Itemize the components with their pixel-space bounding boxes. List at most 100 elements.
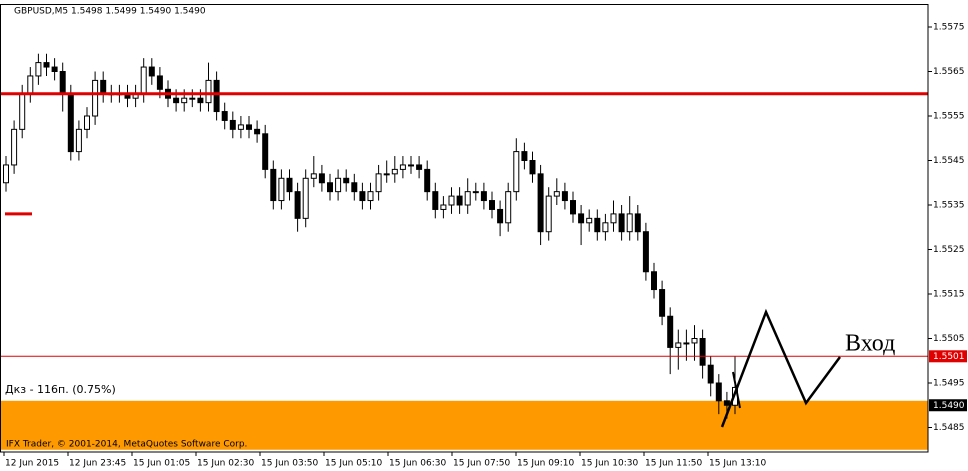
annotation: Вход <box>845 331 895 357</box>
candle-body <box>335 177 342 193</box>
candle-body <box>148 66 155 77</box>
candle-body <box>424 168 431 193</box>
candle-body <box>610 213 617 224</box>
candle-body <box>545 195 552 233</box>
candle-body <box>35 62 42 77</box>
note: Дкз - 116п. (0.75%) <box>5 383 116 396</box>
candle-body <box>472 191 479 194</box>
candle-body <box>67 93 74 153</box>
candle-body <box>213 79 220 113</box>
candle-body <box>92 79 99 117</box>
y-tick-label: 1.5525 <box>933 245 965 255</box>
candle-body <box>594 217 601 233</box>
candle-body <box>302 177 309 219</box>
candle-body <box>27 75 34 95</box>
candle-body <box>497 208 504 224</box>
candle-body <box>100 79 107 95</box>
candle-body <box>489 200 495 210</box>
candle-body <box>723 400 730 406</box>
candle-body <box>707 364 714 384</box>
y-tick-label: 1.5555 <box>933 112 965 122</box>
y-tick-label: 1.5545 <box>933 156 965 166</box>
x-tick-label: 15 Jun 05:10 <box>325 459 382 469</box>
candle-body <box>416 164 423 170</box>
candle-body <box>343 177 350 184</box>
candle-body <box>675 342 682 348</box>
y-tick-label: 1.5505 <box>933 334 965 344</box>
candle-body <box>529 160 536 175</box>
candle-body <box>464 191 471 206</box>
x-tick-label: 15 Jun 10:30 <box>581 459 638 469</box>
candle-body <box>480 191 487 202</box>
candle-body <box>432 191 439 210</box>
candle-body <box>513 151 520 193</box>
candle-body <box>691 338 698 344</box>
copyright: IFX Trader, © 2001-2014, MetaQuotes Soft… <box>6 440 247 450</box>
candle-body <box>270 168 277 202</box>
candle-body <box>578 213 585 224</box>
candle-body <box>408 164 414 167</box>
entry-stroke <box>732 371 741 409</box>
candle-body <box>197 97 204 104</box>
candle-body <box>181 97 188 104</box>
candle-body <box>699 338 706 366</box>
y-tick-label: 1.5485 <box>933 423 965 433</box>
candle-body <box>456 195 463 206</box>
candle-body <box>440 204 447 210</box>
price-label: 1.5501 <box>933 352 965 362</box>
candle-body <box>505 191 512 224</box>
price-label: 1.5490 <box>933 401 965 411</box>
candle-body <box>448 195 455 206</box>
x-tick-label: 12 Jun 23:45 <box>69 459 126 469</box>
candle-body <box>667 315 674 348</box>
x-tick-label: 12 Jun 2015 <box>5 459 59 469</box>
candle-body <box>11 128 18 166</box>
x-tick-label: 15 Jun 13:10 <box>709 459 766 469</box>
candle-body <box>367 191 374 202</box>
x-tick-label: 15 Jun 02:30 <box>197 459 254 469</box>
candle-body <box>43 62 50 68</box>
candle-body <box>286 177 293 193</box>
candle-body <box>351 182 358 193</box>
x-tick-label: 15 Jun 11:50 <box>645 459 702 469</box>
entry-zigzag <box>720 308 842 428</box>
candle-body <box>359 191 366 202</box>
candle-body <box>327 182 333 193</box>
candle-body <box>19 93 26 130</box>
candle-body <box>205 79 212 104</box>
candle-body <box>246 124 252 130</box>
candle-body <box>683 342 690 345</box>
candle-body <box>626 213 633 233</box>
x-tick-label: 15 Jun 07:50 <box>453 459 510 469</box>
candle-body <box>237 124 244 130</box>
candle-body <box>602 222 609 233</box>
candle-body <box>537 173 544 233</box>
candle-body <box>715 382 722 402</box>
candle-body <box>221 111 228 121</box>
candle-body <box>659 289 666 317</box>
candle-body <box>173 97 180 104</box>
candle-body <box>634 213 641 233</box>
candle-body <box>375 173 382 193</box>
candle-body <box>586 217 593 224</box>
candle-body <box>156 75 163 90</box>
plot-frame <box>0 4 929 453</box>
candle-body <box>553 191 560 197</box>
candle-body <box>399 164 406 170</box>
y-tick-label: 1.5495 <box>933 379 965 389</box>
candle-body <box>294 191 301 219</box>
candle-body <box>618 213 625 233</box>
candle-body <box>391 168 398 175</box>
candle-body <box>651 271 657 291</box>
candle-body <box>310 173 317 179</box>
candle-body <box>318 173 325 184</box>
candle-body <box>59 71 66 95</box>
candle-body <box>570 200 576 215</box>
y-tick-label: 1.5575 <box>933 23 965 33</box>
y-tick-label: 1.5535 <box>933 201 965 211</box>
price-label-box <box>929 350 967 363</box>
chart-title: GBPUSD,M5 1.5498 1.5499 1.5490 1.5490 <box>14 7 206 17</box>
candle-body <box>262 133 269 170</box>
candle-body <box>254 128 261 135</box>
